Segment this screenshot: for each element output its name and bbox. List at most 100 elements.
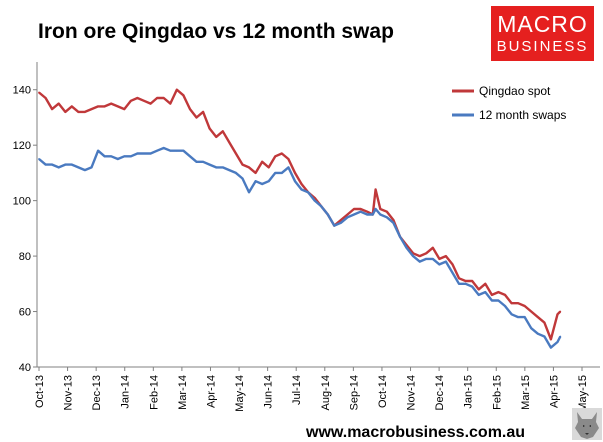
data-point — [38, 158, 40, 160]
data-point — [274, 155, 277, 158]
data-point — [379, 208, 382, 210]
data-point — [202, 160, 205, 163]
legend-label: Qingdao spot — [479, 84, 551, 98]
data-point — [374, 188, 377, 191]
data-point — [110, 155, 113, 158]
data-point — [116, 105, 119, 108]
data-point — [77, 111, 80, 113]
data-point — [97, 149, 99, 152]
x-tick-label: Sep-14 — [348, 375, 360, 410]
x-tick-label: May-14 — [234, 375, 246, 412]
data-point — [536, 332, 539, 335]
data-point — [359, 210, 362, 213]
data-point — [208, 127, 211, 130]
data-point — [445, 260, 447, 263]
data-point — [267, 180, 270, 183]
data-point — [44, 163, 47, 166]
series-lines — [38, 88, 562, 349]
data-point — [523, 316, 526, 318]
data-point — [530, 310, 533, 313]
data-point — [320, 205, 323, 208]
data-point — [202, 111, 205, 113]
x-tick-label: Jan-14 — [120, 375, 132, 409]
data-point — [386, 210, 388, 213]
data-point — [307, 191, 309, 194]
data-point — [340, 221, 342, 224]
data-point — [64, 163, 67, 166]
y-tick-label: 80 — [19, 251, 31, 263]
data-point — [313, 199, 316, 202]
x-tick-label: Jul-14 — [291, 375, 303, 405]
data-point — [103, 105, 106, 108]
x-tick-label: Jan-15 — [463, 375, 475, 409]
data-point — [497, 299, 500, 302]
data-point — [556, 313, 559, 316]
data-point — [340, 219, 342, 221]
data-point — [169, 149, 172, 152]
x-tick-label: Nov-13 — [63, 375, 75, 410]
data-point — [287, 158, 290, 160]
data-point — [464, 282, 467, 285]
data-point — [300, 183, 303, 185]
x-tick-label: Mar-14 — [177, 375, 189, 410]
x-tick-label: Mar-15 — [520, 375, 532, 410]
x-tick-label: Dec-14 — [434, 375, 446, 410]
data-point — [477, 288, 480, 291]
data-point — [418, 260, 421, 263]
data-point — [379, 213, 382, 216]
data-point — [438, 258, 441, 260]
data-point — [510, 302, 513, 305]
data-point — [248, 191, 250, 194]
x-tick-label: Dec-13 — [91, 375, 103, 410]
data-point — [130, 99, 132, 102]
data-point — [51, 108, 53, 110]
data-point — [84, 111, 86, 113]
chart-title: Iron ore Qingdao vs 12 month swap — [38, 20, 394, 43]
data-point — [84, 169, 86, 172]
data-point — [451, 271, 454, 274]
y-tick-label: 140 — [13, 85, 31, 97]
data-point — [215, 136, 218, 138]
data-point — [280, 152, 283, 155]
data-point — [353, 208, 355, 210]
data-point — [57, 166, 60, 169]
data-point — [70, 105, 73, 108]
data-point — [517, 302, 519, 305]
data-point — [274, 172, 277, 174]
y-tick-label: 60 — [19, 307, 31, 319]
data-point — [123, 155, 126, 158]
data-point — [523, 305, 526, 307]
data-point — [399, 235, 401, 238]
y-tick-label: 100 — [13, 196, 31, 208]
data-point — [254, 180, 257, 183]
data-point — [550, 338, 552, 341]
data-point — [241, 163, 244, 166]
data-point — [44, 97, 47, 99]
legend-label: 12 month swaps — [479, 108, 566, 122]
footer-url: www.macrobusiness.com.au — [306, 424, 526, 441]
data-point — [556, 341, 559, 343]
data-point — [353, 213, 355, 216]
data-point — [235, 172, 237, 174]
data-point — [510, 313, 513, 316]
y-axis-ticks: 40 60 80 100 120 140 — [13, 85, 37, 374]
data-point — [366, 213, 369, 216]
data-point — [484, 282, 487, 285]
data-point — [228, 141, 231, 144]
data-point — [484, 291, 487, 293]
series-line-qingdao-spot — [38, 88, 562, 341]
data-point — [346, 216, 349, 219]
chart-axes — [36, 62, 600, 368]
data-point — [97, 105, 99, 108]
data-point — [559, 335, 562, 338]
data-point — [497, 291, 500, 293]
data-point — [504, 294, 506, 296]
data-point — [189, 155, 191, 158]
data-point — [156, 97, 159, 99]
data-point — [143, 99, 145, 102]
data-point — [38, 91, 40, 94]
data-point — [162, 147, 165, 149]
data-point — [221, 130, 224, 133]
data-point — [130, 155, 132, 158]
